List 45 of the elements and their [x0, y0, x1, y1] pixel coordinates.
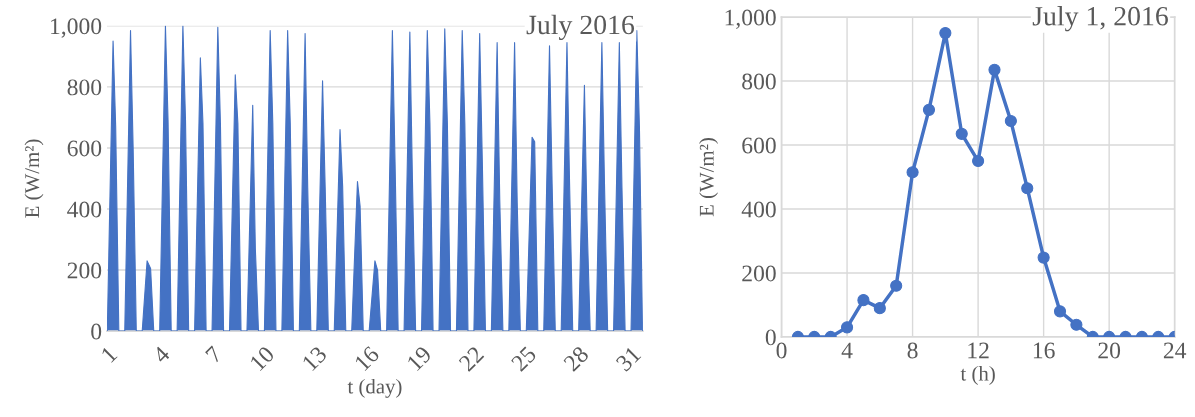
point	[1021, 182, 1034, 195]
y-tick-label: 200	[742, 265, 776, 282]
x-tick-label: 20	[1098, 342, 1121, 359]
point	[1037, 251, 1050, 264]
x-tick-label: 19	[406, 345, 433, 372]
x-tick-label: 16	[1033, 342, 1055, 359]
y-tick-label: 200	[67, 262, 102, 279]
y-tick-label: 400	[67, 201, 102, 218]
y-tick-label: 1,000	[725, 9, 776, 29]
y-tick-label: 800	[67, 79, 102, 96]
y-tick-label: 600	[67, 140, 102, 157]
x-tick-label: 12	[968, 342, 989, 359]
x-tick-label: 25	[510, 345, 538, 372]
y-tick-label: 1,000	[51, 18, 102, 38]
x-axis-title: t (h)	[960, 365, 995, 385]
y-tick-label: 0	[91, 323, 102, 340]
y-tick-label: 600	[742, 137, 776, 154]
y-axis-title: E (W/m²)	[24, 139, 44, 218]
point	[972, 154, 985, 168]
y-tick-label: 0	[765, 329, 776, 346]
point	[988, 63, 1001, 76]
x-tick-label: 4	[841, 342, 853, 359]
x-tick-label: 22	[458, 345, 485, 372]
y-axis-title: E (W/m²)	[699, 138, 718, 217]
x-tick-label: 24	[1163, 342, 1187, 359]
x-tick-label: 10	[249, 345, 276, 372]
x-tick-label: 13	[301, 345, 328, 372]
annotation: July 2016	[526, 14, 635, 41]
x-tick-label: 4	[151, 345, 171, 364]
x-tick-label: 28	[562, 345, 590, 372]
point	[955, 127, 968, 140]
y-tick-label: 800	[742, 73, 776, 90]
x-tick-label: 1	[100, 345, 118, 363]
annotation: July 1, 2016	[1032, 6, 1168, 32]
x-tick-label: 0	[776, 342, 787, 359]
point	[939, 27, 952, 40]
x-tick-label: 16	[354, 345, 381, 372]
point	[922, 103, 936, 116]
x-tick-label: 31	[615, 345, 642, 372]
x-axis-title: t (day)	[347, 378, 402, 398]
x-tick-label: 7	[205, 345, 223, 364]
y-tick-label: 400	[741, 201, 776, 218]
point	[1004, 114, 1017, 128]
x-tick-label: 8	[907, 342, 918, 359]
point	[906, 166, 919, 179]
